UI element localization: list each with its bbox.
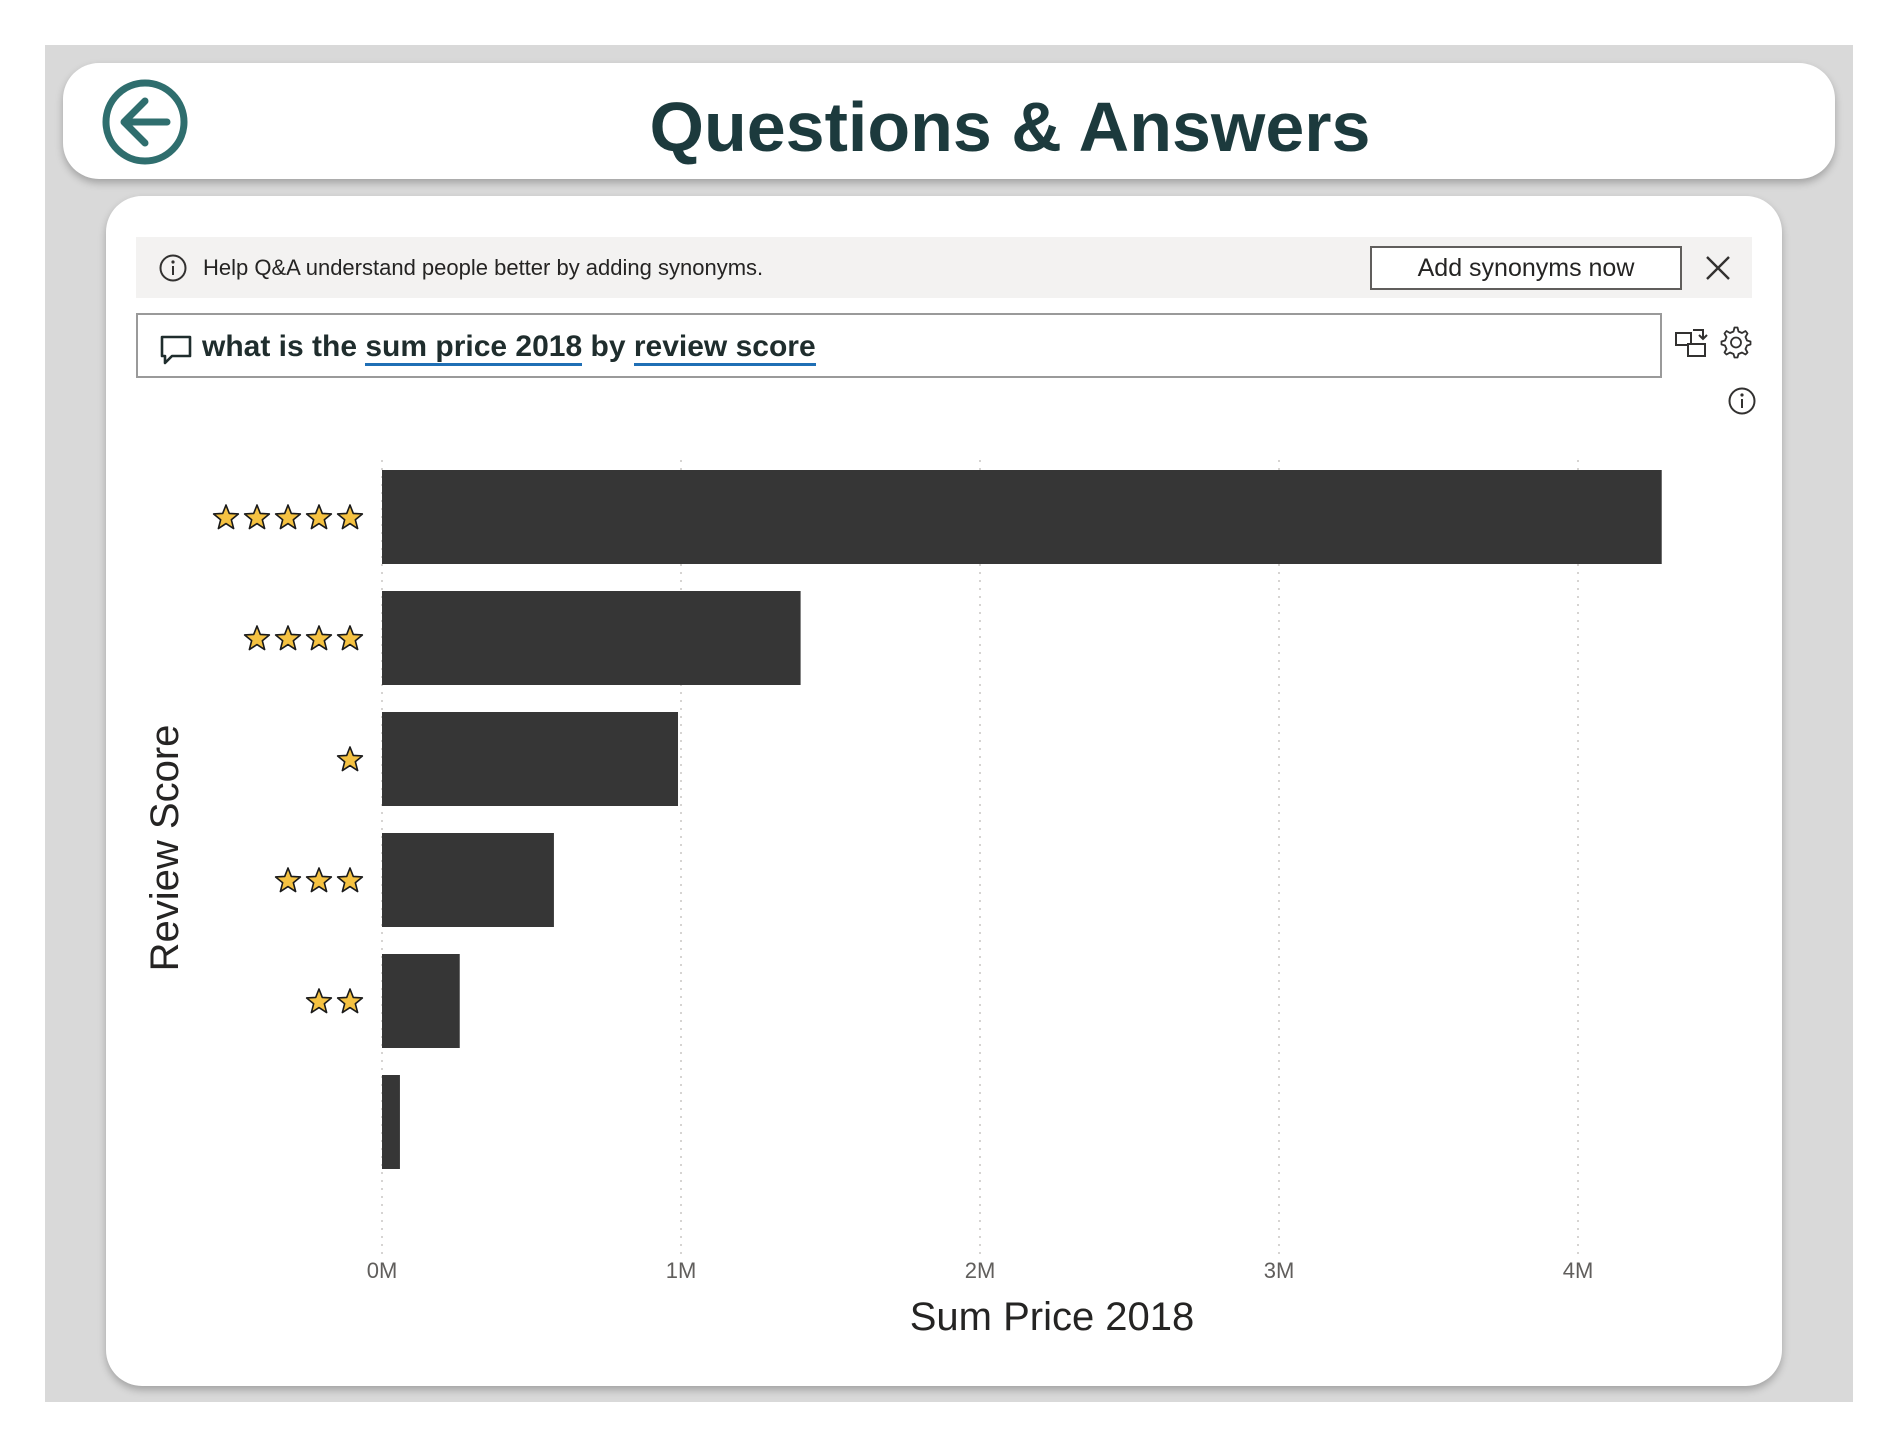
question-term-review-score[interactable]: review score bbox=[633, 330, 816, 366]
y-axis-title: Review Score bbox=[143, 725, 187, 972]
star-icon bbox=[212, 504, 240, 530]
bar[interactable] bbox=[382, 470, 1662, 564]
star-icon bbox=[336, 504, 364, 530]
bar[interactable] bbox=[382, 833, 554, 927]
star-icon bbox=[305, 625, 333, 651]
banner-message: Help Q&A understand people better by add… bbox=[203, 255, 764, 280]
star-icon bbox=[274, 867, 302, 893]
star-icon bbox=[336, 867, 364, 893]
back-arrow-icon bbox=[102, 79, 188, 165]
bar[interactable] bbox=[382, 954, 460, 1048]
category-label-stars-5 bbox=[212, 504, 364, 530]
question-input[interactable] bbox=[136, 313, 1662, 378]
chat-bubble-icon bbox=[160, 335, 192, 365]
x-tick-label: 4M bbox=[1563, 1258, 1594, 1283]
bar[interactable] bbox=[382, 712, 679, 806]
star-icon bbox=[305, 504, 333, 530]
bar-chart: 0M 1M 2M 3M 4M Sum Price 2018 Review Score bbox=[143, 460, 1662, 1339]
bars bbox=[382, 470, 1662, 1169]
x-tick-label: 3M bbox=[1264, 1258, 1295, 1283]
question-text[interactable]: what is the sum price 2018 by review sco… bbox=[202, 324, 816, 370]
close-icon[interactable] bbox=[1703, 253, 1733, 283]
star-icon bbox=[336, 746, 364, 772]
settings-gear-icon[interactable] bbox=[1719, 326, 1753, 360]
x-tick-label: 1M bbox=[666, 1258, 697, 1283]
star-icon bbox=[336, 988, 364, 1014]
info-icon[interactable] bbox=[1727, 386, 1757, 416]
category-label-stars-4 bbox=[243, 625, 364, 651]
info-icon bbox=[159, 254, 187, 282]
header-card bbox=[63, 63, 1835, 179]
star-icon bbox=[243, 625, 271, 651]
turn-into-visual-icon[interactable] bbox=[1674, 326, 1708, 360]
category-labels bbox=[212, 504, 364, 1014]
category-label-stars-1 bbox=[336, 746, 364, 772]
x-tick-label: 0M bbox=[367, 1258, 398, 1283]
bar[interactable] bbox=[382, 591, 801, 685]
category-label-stars-3 bbox=[274, 867, 364, 893]
page-title: Questions & Answers bbox=[649, 88, 1371, 166]
star-icon bbox=[274, 625, 302, 651]
question-term-sum-price-2018[interactable]: sum price 2018 bbox=[365, 330, 583, 366]
star-icon bbox=[274, 504, 302, 530]
star-icon bbox=[305, 867, 333, 893]
bar[interactable] bbox=[382, 1075, 400, 1169]
add-synonyms-button[interactable]: Add synonyms now bbox=[1370, 246, 1682, 290]
category-label-stars-2 bbox=[305, 988, 364, 1014]
question-word: by bbox=[582, 330, 634, 363]
star-icon bbox=[243, 504, 271, 530]
question-word: what is the bbox=[202, 330, 366, 363]
star-icon bbox=[305, 988, 333, 1014]
x-axis-ticks: 0M 1M 2M 3M 4M bbox=[367, 1258, 1594, 1283]
back-button[interactable] bbox=[101, 78, 189, 166]
grid-lines bbox=[381, 460, 1579, 1260]
star-icon bbox=[336, 625, 364, 651]
x-tick-label: 2M bbox=[965, 1258, 996, 1283]
x-axis-title: Sum Price 2018 bbox=[910, 1295, 1195, 1339]
